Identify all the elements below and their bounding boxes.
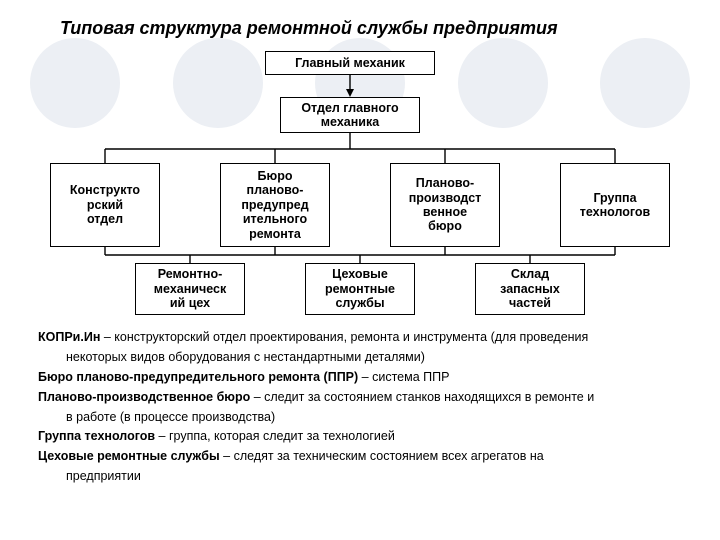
node-l2: Отдел главного механика	[280, 97, 420, 133]
definition-item: Бюро планово-предупредительного ремонта …	[38, 369, 682, 386]
node-r2c1: Ремонтно- механическ ий цех	[135, 263, 245, 315]
definition-item: КОПРи.Ин – конструкторский отдел проекти…	[38, 329, 682, 346]
node-r1c4: Группа технологов	[560, 163, 670, 247]
definition-continuation: некоторых видов оборудования с нестандар…	[38, 349, 682, 366]
page-title: Типовая структура ремонтной службы предп…	[60, 18, 690, 39]
node-r2c2: Цеховые ремонтные службы	[305, 263, 415, 315]
definition-continuation: в работе (в процессе производства)	[38, 409, 682, 426]
node-r1c3: Планово- производст венное бюро	[390, 163, 500, 247]
definition-item: Планово-производственное бюро – следит з…	[38, 389, 682, 406]
node-r1c1: Конструкто рский отдел	[50, 163, 160, 247]
definition-item: Цеховые ремонтные службы – следят за тех…	[38, 448, 682, 465]
node-top: Главный механик	[265, 51, 435, 75]
definition-item: Группа технологов – группа, которая след…	[38, 428, 682, 445]
definitions: КОПРи.Ин – конструкторский отдел проекти…	[30, 329, 690, 485]
org-chart: Главный механик Отдел главного механика Ко…	[30, 51, 690, 319]
definition-continuation: предприятии	[38, 468, 682, 485]
node-r1c2: Бюро планово- предупред ительного ремонт…	[220, 163, 330, 247]
node-r2c3: Склад запасных частей	[475, 263, 585, 315]
